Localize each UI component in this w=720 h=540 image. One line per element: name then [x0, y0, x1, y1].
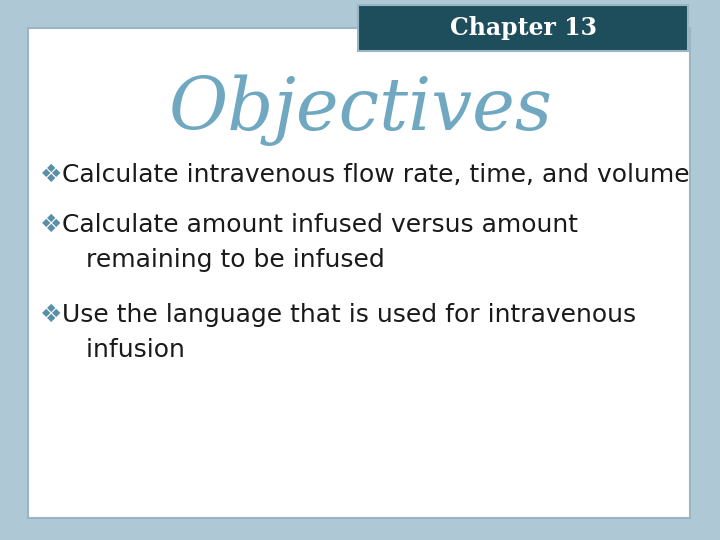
Text: ❖: ❖ [40, 303, 63, 327]
Text: infusion: infusion [62, 338, 185, 362]
Text: Objectives: Objectives [168, 74, 552, 146]
Text: Calculate intravenous flow rate, time, and volume: Calculate intravenous flow rate, time, a… [62, 163, 690, 187]
FancyBboxPatch shape [28, 28, 690, 518]
Text: ❖: ❖ [40, 213, 63, 237]
FancyBboxPatch shape [358, 5, 688, 51]
Text: remaining to be infused: remaining to be infused [62, 248, 384, 272]
Text: Chapter 13: Chapter 13 [449, 16, 596, 40]
Text: Use the language that is used for intravenous: Use the language that is used for intrav… [62, 303, 636, 327]
Text: ❖: ❖ [40, 163, 63, 187]
Text: Calculate amount infused versus amount: Calculate amount infused versus amount [62, 213, 578, 237]
